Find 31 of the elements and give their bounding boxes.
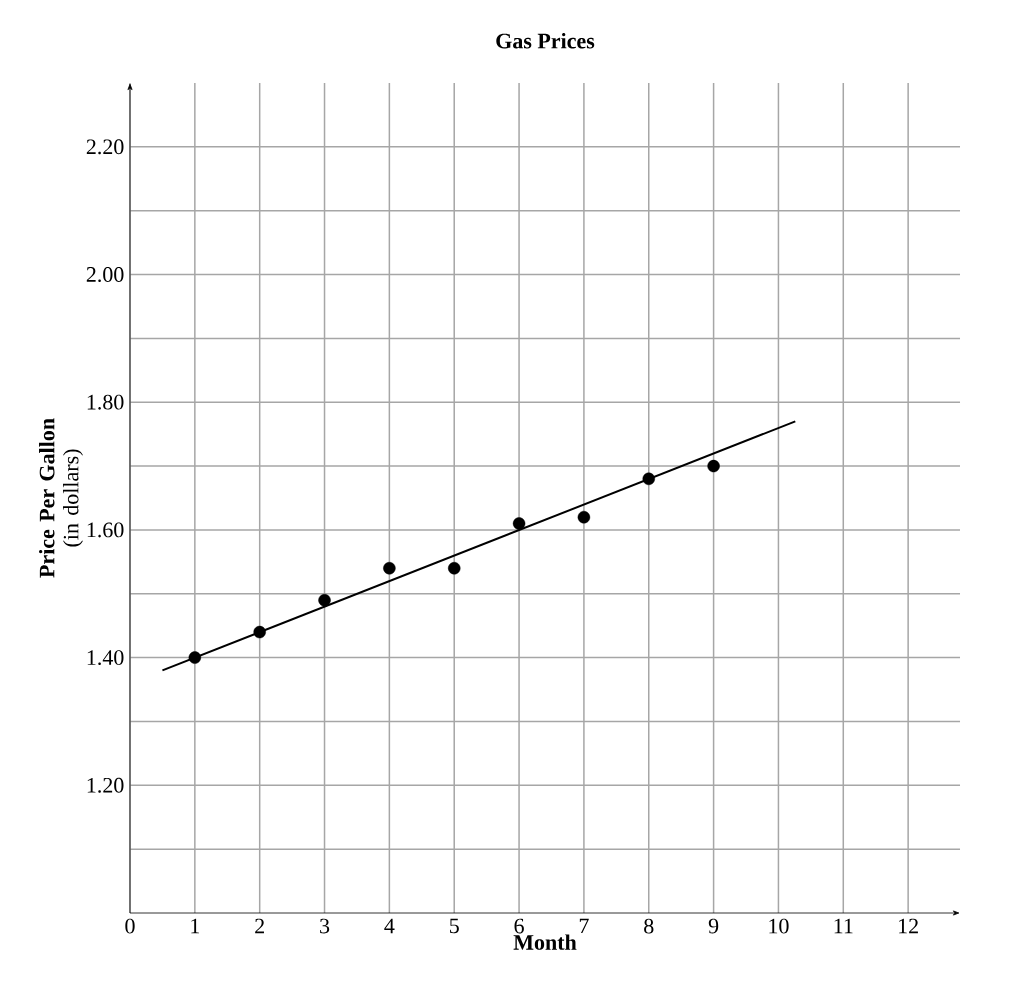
chart-title: Gas Prices xyxy=(496,32,595,49)
point xyxy=(642,472,655,486)
point xyxy=(512,517,526,530)
x-tick-label: 6 xyxy=(514,918,524,934)
x-tick-label: 7 xyxy=(579,918,589,934)
point xyxy=(448,562,461,575)
x-tick-label: 11 xyxy=(834,918,853,934)
point xyxy=(188,651,202,664)
y-tick-label: 1.60 xyxy=(87,522,124,538)
x-tick-label: 12 xyxy=(899,918,918,934)
y-tick-label: 2.20 xyxy=(86,139,124,155)
point xyxy=(318,593,331,607)
x-tick-label: 8 xyxy=(644,918,654,934)
point xyxy=(253,625,266,639)
y-tick-label: 2.00 xyxy=(86,267,124,282)
x-tick-label: 4 xyxy=(384,918,395,934)
point xyxy=(383,562,396,575)
x-tick-label: 0 xyxy=(125,918,135,934)
x-tick-label: 2 xyxy=(255,918,264,934)
x-tick-label: 1 xyxy=(191,918,200,934)
point xyxy=(577,510,591,524)
point xyxy=(707,459,720,473)
y-tick-label: 1.80 xyxy=(87,394,124,410)
y-tick-label: 1.40 xyxy=(87,650,124,666)
x-tick-label: 5 xyxy=(450,918,459,934)
x-tick-label: 3 xyxy=(320,918,330,934)
x-tick-label: 10 xyxy=(769,918,789,934)
y-tick-label: 1.20 xyxy=(87,777,124,793)
y-axis-title: Price Per Gallon (in dollars) xyxy=(39,418,83,578)
x-axis-title: Month xyxy=(513,934,577,950)
x-tick-label: 9 xyxy=(708,918,719,934)
